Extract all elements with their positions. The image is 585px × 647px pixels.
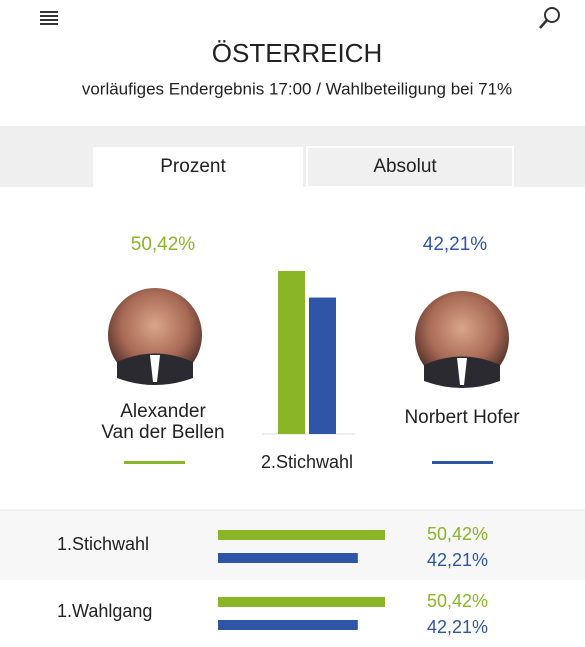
candidate-name: Alexander (120, 401, 206, 422)
percentage: 42,21% (427, 617, 488, 637)
percentage: 50,42% (427, 524, 488, 544)
candidate-name: Van der Bellen (101, 422, 224, 443)
percentage: 50,42% (131, 234, 196, 255)
bar (278, 271, 305, 434)
bar (218, 597, 385, 607)
round-label: 1.Stichwahl (57, 534, 149, 554)
round-label: 1.Wahlgang (57, 601, 152, 621)
bar (218, 620, 358, 630)
candidate-name: Norbert Hofer (404, 407, 520, 428)
percentage: 50,42% (427, 591, 488, 611)
bar (218, 553, 358, 563)
tab[interactable] (306, 146, 514, 188)
bar (218, 530, 385, 540)
title: ÖSTERREICH (212, 38, 382, 68)
menu-icon[interactable] (40, 11, 58, 25)
tab-label[interactable]: Absolut (373, 156, 437, 177)
tab-label[interactable]: Prozent (160, 156, 226, 177)
round-label: 2.Stichwahl (261, 452, 353, 472)
percentage: 42,21% (423, 234, 488, 255)
legend-line (124, 461, 185, 464)
bar (309, 297, 336, 434)
legend-line (432, 461, 493, 464)
row-background (0, 510, 585, 580)
percentage: 42,21% (427, 550, 488, 570)
subtitle: vorläufiges Endergebnis 17:00 / Wahlbete… (82, 79, 512, 98)
photo (415, 291, 509, 388)
photo (108, 288, 202, 385)
tab-active[interactable] (93, 147, 303, 187)
search-icon[interactable] (539, 7, 560, 29)
